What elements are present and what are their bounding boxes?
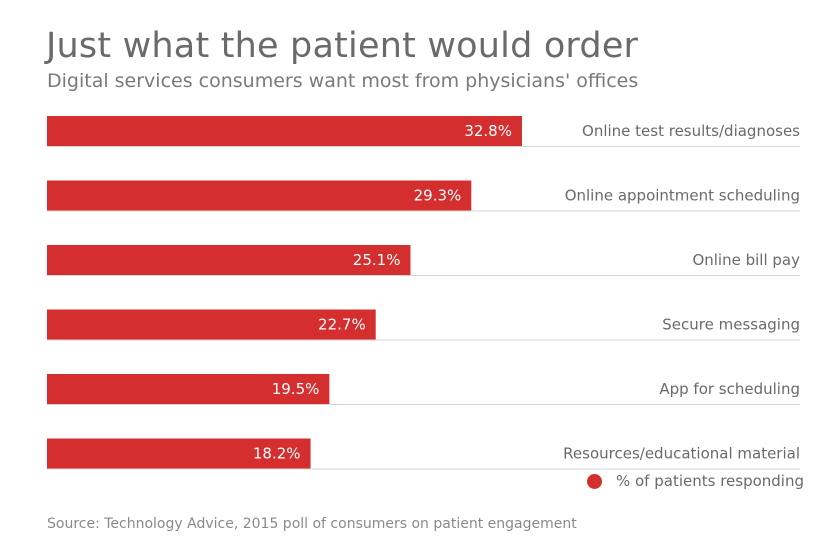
bar-2	[47, 245, 411, 275]
legend-swatch-icon	[586, 473, 602, 489]
bar-3	[47, 309, 376, 340]
bar-value-label: 22.7%	[318, 316, 366, 334]
bar-value-label: 32.8%	[464, 122, 512, 140]
category-label: Online bill pay	[692, 251, 800, 269]
bar-0	[47, 116, 522, 146]
category-label: Online test results/diagnoses	[582, 122, 800, 140]
category-label: App for scheduling	[659, 380, 800, 398]
bar-5	[47, 438, 311, 469]
source-note: Source: Technology Advice, 2015 poll of …	[47, 516, 577, 532]
bar-value-label: 19.5%	[272, 380, 320, 398]
chart-subtitle: Digital services consumers want most fro…	[47, 70, 639, 92]
legend-label: % of patients responding	[615, 472, 804, 490]
bar-1	[47, 180, 472, 211]
category-label: Secure messaging	[662, 316, 800, 334]
bar-value-label: 29.3%	[414, 187, 462, 205]
chart-title: Just what the patient would order	[46, 26, 639, 66]
category-label: Online appointment scheduling	[565, 187, 800, 205]
bar-value-label: 18.2%	[253, 445, 301, 463]
category-label: Resources/educational material	[563, 445, 800, 463]
bar-value-label: 25.1%	[353, 251, 401, 269]
bar-4	[47, 374, 330, 404]
legend: % of patients responding	[586, 472, 804, 490]
